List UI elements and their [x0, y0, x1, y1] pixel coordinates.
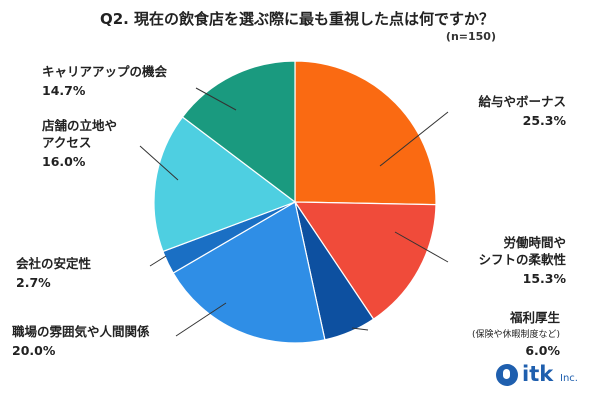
leader-line	[379, 111, 449, 167]
sample-size-label: (n=150)	[445, 30, 496, 43]
slice-value-label: 15.3%	[523, 271, 567, 286]
pie-slice	[172, 201, 326, 344]
company-logo: itk Inc.	[496, 362, 582, 390]
slice-value-label: 14.7%	[42, 83, 86, 98]
slice-value-label: 25.3%	[523, 113, 567, 128]
pie-slice	[294, 60, 437, 206]
slice-label: 店舗の立地や	[42, 118, 117, 133]
slice-value-label: 2.7%	[16, 275, 51, 290]
leader-line	[149, 255, 167, 267]
slice-value-label: 16.0%	[42, 154, 86, 169]
logo-text: itk	[522, 362, 554, 386]
leader-line	[139, 145, 179, 181]
pie-slice	[293, 201, 437, 320]
leader-line	[351, 327, 369, 331]
leader-line	[175, 302, 227, 337]
slice-label: 給与やボーナス	[478, 94, 566, 109]
leader-line	[195, 87, 237, 111]
slice-label: アクセス	[42, 135, 91, 150]
slice-label: 福利厚生	[509, 310, 561, 325]
slice-value-label: 6.0%	[525, 343, 560, 358]
slice-label: キャリアアップの機会	[42, 64, 168, 79]
leader-line	[394, 231, 449, 263]
slice-label: 労働時間や	[503, 235, 566, 250]
logo-suffix: Inc.	[560, 373, 578, 384]
logo-mark-icon	[496, 364, 518, 386]
slice-label: 会社の安定性	[16, 256, 92, 271]
slice-label: シフトの柔軟性	[478, 252, 566, 267]
slice-note: (保険や休暇制度など)	[472, 328, 560, 340]
pie-slice	[153, 116, 297, 253]
slice-label: 職場の雰囲気や人間関係	[12, 324, 150, 339]
chart-title: Q2. 現在の飲食店を選ぶ際に最も重視した点は何ですか？	[99, 10, 495, 28]
slice-value-label: 20.0%	[12, 343, 56, 358]
